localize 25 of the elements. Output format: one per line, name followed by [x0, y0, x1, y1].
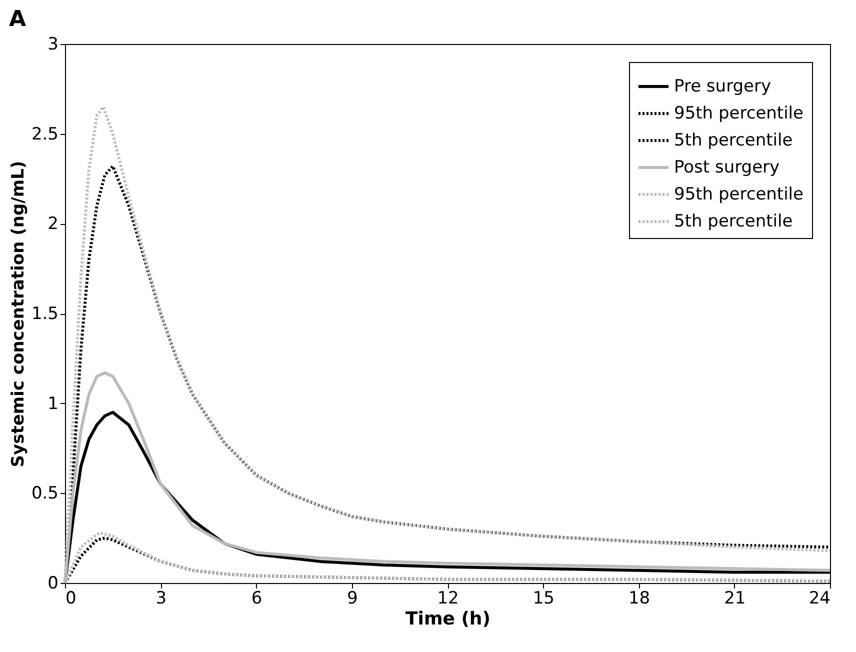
legend-label: 5th percentile [674, 212, 793, 232]
y-tick-label: 2 [48, 214, 58, 234]
x-tick-label: 3 [156, 588, 167, 608]
y-axis-title: Systemic concentration (ng/mL) [8, 160, 28, 468]
legend-label: Pre surgery [674, 76, 772, 96]
x-tick-label: 0 [66, 588, 76, 608]
x-tick-label: 6 [251, 588, 262, 608]
x-axis-title: Time (h) [406, 608, 490, 630]
y-tick-label: 1 [48, 394, 58, 414]
y-tick-label: 0 [48, 574, 58, 594]
y-tick-label: 1.5 [31, 304, 58, 324]
x-tick-label: 12 [437, 588, 459, 608]
legend-label: 95th percentile [674, 104, 804, 124]
x-tick-label: 9 [346, 588, 358, 608]
x-tick-label: 24 [808, 588, 830, 608]
legend-label: 95th percentile [674, 184, 804, 204]
legend-label: 5th percentile [674, 130, 793, 150]
x-tick-label: 18 [628, 588, 650, 608]
legend-label: Post surgery [674, 158, 780, 178]
x-tick-label: 15 [532, 588, 554, 608]
y-tick-label: 2.5 [31, 124, 58, 144]
y-tick-label: 3 [48, 34, 58, 54]
x-tick-label: 21 [724, 588, 746, 608]
chart-title: A [8, 7, 26, 32]
y-tick-label: 0.5 [31, 484, 58, 504]
